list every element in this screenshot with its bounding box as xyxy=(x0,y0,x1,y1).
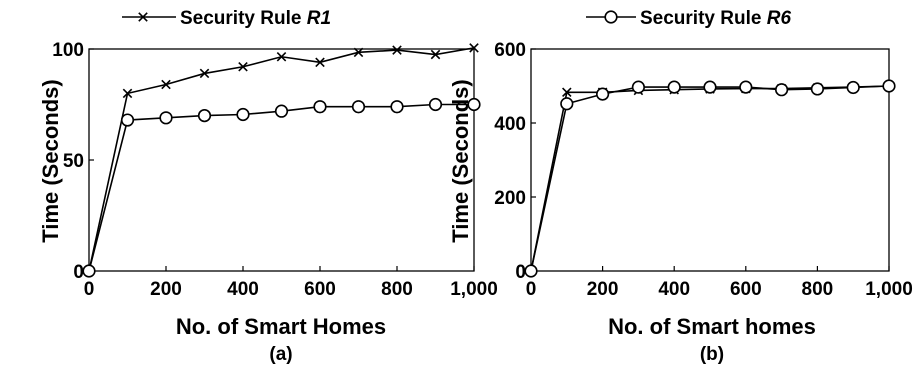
data-point-cross xyxy=(430,49,441,60)
data-point-circle xyxy=(524,264,538,278)
data-point-circle xyxy=(159,111,173,125)
x-tick-label: 1,000 xyxy=(865,279,913,300)
data-point-circle xyxy=(428,97,443,112)
data-point-cross xyxy=(238,61,248,72)
data-point-cross xyxy=(161,79,171,90)
legend-marker-x xyxy=(138,12,148,22)
data-point-circle xyxy=(236,107,250,122)
chart-panel-a: Security Rule R1 0 200 400 600 800 1,000 0 50 10… xyxy=(38,8,498,365)
y-tick-label: 600 xyxy=(494,40,526,61)
data-point-cross xyxy=(276,52,287,62)
data-point-circle xyxy=(82,264,96,278)
data-point-circle xyxy=(120,113,135,127)
x-tick-label: 800 xyxy=(381,279,413,300)
data-point-circle xyxy=(774,83,789,97)
plot-frame xyxy=(88,48,475,272)
x-tick-label: 200 xyxy=(150,279,182,300)
x-tick-label: 800 xyxy=(802,279,834,300)
y-tick-label: 0 xyxy=(515,262,526,283)
x-tick-label: 1,000 xyxy=(450,279,498,300)
ticks-a: 0 200 400 600 800 1,000 0 50 100 xyxy=(52,40,497,300)
data-point-cross xyxy=(469,43,479,53)
x-tick-label: 400 xyxy=(227,279,259,300)
y-tick-label: 400 xyxy=(494,114,526,135)
series-line-cross xyxy=(530,85,890,272)
data-point-circle xyxy=(467,97,481,112)
panel-label-b: (b) xyxy=(700,344,724,365)
data-point-circle xyxy=(351,100,366,114)
x-axis-title-b: No. of Smart homes xyxy=(608,314,816,339)
data-point-cross xyxy=(122,88,133,99)
y-axis-title-b: Time (Seconds) xyxy=(448,79,473,242)
data-point-circle xyxy=(667,80,681,94)
data-point-circle xyxy=(846,80,860,95)
panel-label-a: (a) xyxy=(269,344,292,365)
data-point-circle xyxy=(197,108,212,123)
series-b xyxy=(524,79,896,278)
plot-frame xyxy=(530,48,890,272)
data-point-circle xyxy=(703,80,717,94)
data-point-cross xyxy=(353,47,364,58)
legend-b: Security Rule R6 xyxy=(586,8,791,29)
legend-marker xyxy=(604,10,618,24)
series-line-circle xyxy=(88,103,474,272)
y-tick-label: 200 xyxy=(494,188,526,209)
x-tick-label: 600 xyxy=(304,279,336,300)
series-a xyxy=(82,43,481,278)
legend-marker xyxy=(138,12,148,22)
legend-label-r6: Security Rule R6 xyxy=(640,8,791,29)
data-point-circle xyxy=(882,79,896,93)
data-point-cross xyxy=(199,68,210,79)
data-point-circle xyxy=(595,87,610,101)
data-point-cross xyxy=(315,57,325,68)
x-tick-label: 0 xyxy=(526,279,537,300)
x-tick-label: 0 xyxy=(84,279,95,300)
x-axis-title-a: No. of Smart Homes xyxy=(176,314,386,339)
chart-panel-b: Security Rule R6 0 200 400 600 800 1,000 0 200 4… xyxy=(448,8,913,365)
data-point-circle xyxy=(390,100,404,114)
axes-a xyxy=(88,48,475,272)
legend-marker-circle xyxy=(604,10,618,24)
data-point-circle xyxy=(739,80,753,94)
data-point-cross xyxy=(562,87,572,98)
data-point-cross xyxy=(392,45,402,55)
series-line-circle xyxy=(530,85,890,272)
axes-b xyxy=(530,48,890,272)
x-tick-label: 200 xyxy=(587,279,619,300)
ticks-b: 0 200 400 600 800 1,000 0 200 400 600 xyxy=(494,40,912,300)
x-tick-label: 400 xyxy=(658,279,690,300)
data-point-circle xyxy=(274,104,289,118)
legend-a: Security Rule R1 xyxy=(122,8,331,29)
data-point-circle xyxy=(560,97,574,111)
series-line-cross xyxy=(88,47,475,272)
data-point-circle xyxy=(810,82,825,96)
legend-label-r1: Security Rule R1 xyxy=(180,8,331,29)
data-point-circle xyxy=(631,80,646,94)
y-tick-label: 0 xyxy=(73,262,84,283)
y-axis-title-a: Time (Seconds) xyxy=(38,79,63,242)
data-point-circle xyxy=(313,100,327,114)
y-tick-label: 50 xyxy=(63,151,84,172)
x-tick-label: 600 xyxy=(730,279,762,300)
y-tick-label: 100 xyxy=(52,40,84,61)
